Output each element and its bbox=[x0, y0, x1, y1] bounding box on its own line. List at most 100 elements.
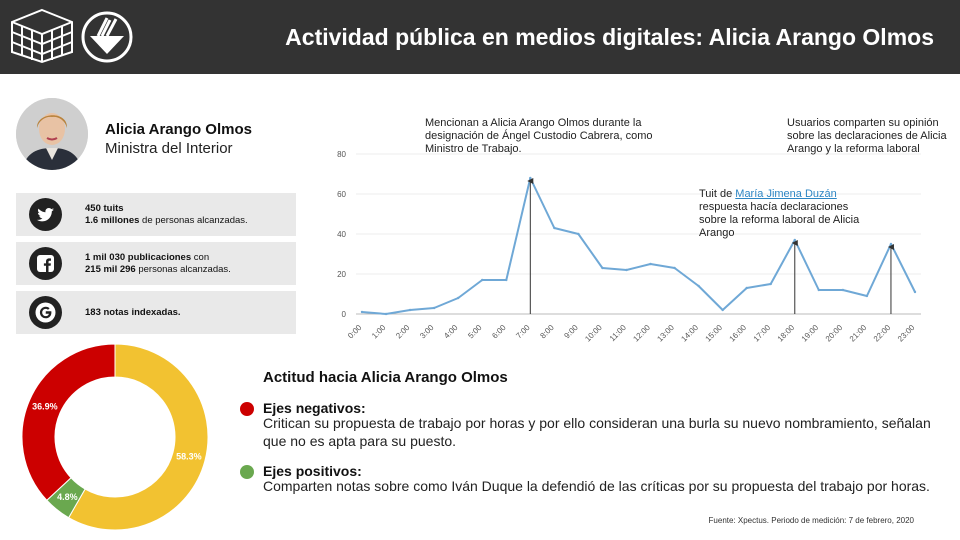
donut-slice bbox=[67, 343, 209, 531]
x-tick-label: 3:00 bbox=[418, 323, 436, 341]
profile-photo bbox=[16, 98, 88, 170]
data-point bbox=[505, 278, 508, 282]
data-point bbox=[384, 312, 388, 316]
series-line bbox=[361, 177, 916, 315]
twitter-stat-card: 450 tuits 1.6 millones de personas alcan… bbox=[16, 193, 296, 236]
data-point bbox=[481, 278, 484, 282]
maria-jimena-duzan-link[interactable]: María Jimena Duzán bbox=[735, 188, 837, 200]
source-note: Fuente: Xpectus. Periodo de medición: 7 … bbox=[708, 516, 914, 525]
annotation-tweet-prefix: Tuit de bbox=[699, 188, 736, 200]
facebook-count: 1 mil 030 publicaciones bbox=[85, 251, 192, 263]
y-tick-label: 60 bbox=[337, 190, 346, 199]
data-point bbox=[721, 308, 724, 312]
x-tick-label: 22:00 bbox=[872, 323, 893, 344]
twitter-icon bbox=[29, 198, 62, 231]
person-photo-icon bbox=[16, 98, 88, 170]
facebook-count-label: con bbox=[191, 251, 210, 263]
facebook-icon bbox=[29, 247, 62, 280]
negative-dot bbox=[240, 402, 254, 416]
y-tick-label: 40 bbox=[337, 230, 346, 239]
x-tick-label: 10:00 bbox=[583, 323, 604, 344]
facebook-reach-label: personas alcanzadas. bbox=[135, 263, 231, 275]
donut-slice-label: 58.3% bbox=[176, 452, 202, 462]
xpectus-logo-icon bbox=[81, 11, 133, 63]
donut-slice-label: 4.8% bbox=[57, 492, 78, 502]
data-point bbox=[553, 226, 556, 230]
activity-line-chart: 0 20 40 60 80 0:00 1:00 2:00 3:00 4:00 5:00 6:00 7:0… bbox=[330, 140, 950, 344]
twitter-reach-label: de personas alcanzadas. bbox=[139, 214, 248, 226]
x-tick-label: 11:00 bbox=[608, 323, 628, 343]
header-bar: Actividad pública en medios digitales: A… bbox=[0, 0, 960, 74]
donut-slice-label: 36.9% bbox=[32, 401, 58, 411]
data-point bbox=[913, 290, 917, 294]
twitter-count: 450 tuits bbox=[85, 202, 124, 214]
profile-role: Ministra del Interior bbox=[105, 140, 233, 157]
x-tick-label: 7:00 bbox=[514, 323, 532, 341]
positive-dot bbox=[240, 465, 254, 479]
positive-heading: Ejes positivos: bbox=[263, 463, 362, 479]
twitter-stat-text: 450 tuits 1.6 millones de personas alcan… bbox=[85, 193, 248, 236]
x-tick-label: 4:00 bbox=[442, 323, 460, 341]
line-chart-svg: 0 20 40 60 80 0:00 1:00 2:00 3:00 4:00 5:00 6:00 7:0… bbox=[337, 150, 921, 344]
x-tick-label: 9:00 bbox=[562, 323, 580, 341]
data-point bbox=[601, 266, 604, 270]
annotation-tweet: Tuit de María Jimena Duzán respuesta hac… bbox=[699, 188, 869, 240]
google-count: 183 notas indexadas. bbox=[85, 306, 181, 318]
annotation-tweet-rest: respuesta hacía declaraciones sobre la r… bbox=[699, 201, 860, 239]
twitter-reach: 1.6 millones bbox=[85, 214, 140, 226]
x-tick-label: 23:00 bbox=[896, 323, 917, 344]
page-title: Actividad pública en medios digitales: A… bbox=[285, 24, 934, 50]
data-point bbox=[889, 242, 893, 246]
profile-name: Alicia Arango Olmos bbox=[105, 121, 252, 138]
x-tick-label: 19:00 bbox=[800, 323, 821, 344]
attitude-title: Actitud hacia Alicia Arango Olmos bbox=[263, 369, 508, 386]
negative-text: Critican su propuesta de trabajo por hor… bbox=[263, 415, 931, 449]
google-stat-card: 183 notas indexadas. bbox=[16, 291, 296, 334]
annotation-opinions: Usuarios comparten su opinión sobre las … bbox=[787, 117, 947, 155]
x-tick-label: 6:00 bbox=[490, 323, 508, 341]
google-icon bbox=[29, 296, 62, 329]
x-tick-label: 16:00 bbox=[728, 323, 749, 344]
x-tick-label: 17:00 bbox=[752, 323, 773, 344]
facebook-reach: 215 mil 296 bbox=[85, 263, 136, 275]
x-tick-label: 15:00 bbox=[704, 323, 725, 344]
data-point bbox=[865, 294, 869, 298]
cube-logo-icon bbox=[11, 8, 73, 64]
data-point bbox=[360, 310, 364, 314]
data-point bbox=[769, 282, 772, 286]
x-tick-label: 13:00 bbox=[655, 323, 676, 344]
facebook-stat-text: 1 mil 030 publicaciones con 215 mil 296 … bbox=[85, 242, 231, 285]
data-point bbox=[697, 284, 700, 288]
x-tick-label: 8:00 bbox=[538, 323, 556, 341]
data-point bbox=[625, 268, 628, 272]
positive-text: Comparten notas sobre como Iván Duque la… bbox=[263, 478, 930, 494]
data-point bbox=[673, 266, 676, 270]
facebook-stat-card: 1 mil 030 publicaciones con 215 mil 296 … bbox=[16, 242, 296, 285]
data-point bbox=[577, 232, 580, 236]
data-point bbox=[456, 296, 460, 300]
x-tick-label: 5:00 bbox=[466, 323, 484, 341]
google-stat-text: 183 notas indexadas. bbox=[85, 291, 181, 334]
x-tick-label: 12:00 bbox=[631, 323, 652, 344]
annotation-designation: Mencionan a Alicia Arango Olmos durante … bbox=[425, 117, 653, 155]
x-tick-label: 21:00 bbox=[848, 323, 869, 344]
data-point bbox=[841, 288, 845, 292]
data-point bbox=[745, 286, 748, 290]
x-tick-label: 14:00 bbox=[679, 323, 700, 344]
data-point bbox=[408, 308, 412, 312]
data-point bbox=[529, 176, 532, 180]
data-point bbox=[649, 262, 652, 266]
x-tick-label: 0:00 bbox=[346, 323, 364, 341]
x-tick-label: 2:00 bbox=[394, 323, 412, 341]
data-point bbox=[432, 306, 436, 310]
y-tick-label: 20 bbox=[337, 270, 346, 279]
donut-slice bbox=[21, 343, 116, 501]
x-tick-label: 18:00 bbox=[776, 323, 797, 344]
data-point bbox=[817, 288, 821, 292]
x-tick-label: 20:00 bbox=[824, 323, 845, 344]
x-tick-label: 1:00 bbox=[370, 323, 388, 341]
negative-heading: Ejes negativos: bbox=[263, 400, 366, 416]
attitude-donut-chart: 58.3% 4.8% 36.9% bbox=[21, 343, 209, 531]
y-tick-label: 80 bbox=[337, 150, 346, 159]
y-tick-label: 0 bbox=[342, 310, 347, 319]
